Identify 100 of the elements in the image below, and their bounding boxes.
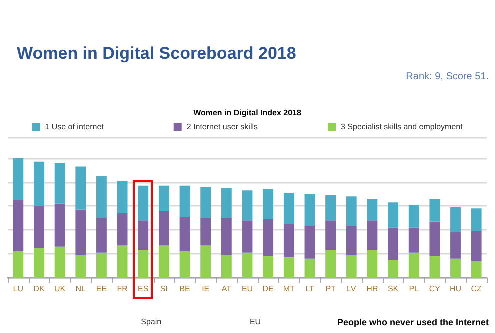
bar xyxy=(138,250,149,278)
bar xyxy=(96,252,107,278)
bar xyxy=(34,162,44,206)
bar xyxy=(180,216,190,252)
bar xyxy=(138,220,149,250)
bar xyxy=(346,226,357,256)
bar xyxy=(367,199,378,221)
x-tick-label: SK xyxy=(388,284,400,294)
bar xyxy=(430,199,440,222)
bar xyxy=(388,228,398,260)
bar xyxy=(367,220,378,250)
bar xyxy=(13,158,24,200)
x-tick-label: SI xyxy=(160,284,168,294)
bar xyxy=(284,224,294,258)
x-tick-label: EU xyxy=(242,284,254,294)
x-tick-label: IE xyxy=(202,284,210,294)
x-tick-label: CY xyxy=(429,284,442,294)
bar xyxy=(13,200,24,252)
bar xyxy=(117,181,128,214)
legend-label: 1 Use of internet xyxy=(45,122,105,132)
bar xyxy=(54,163,66,204)
x-tick-label: AT xyxy=(222,284,232,294)
bar xyxy=(450,207,461,233)
bar xyxy=(180,186,190,217)
bar xyxy=(346,196,357,227)
x-tick-label: PT xyxy=(326,284,336,294)
bar xyxy=(221,188,232,218)
bar xyxy=(54,246,66,278)
bar xyxy=(158,246,170,278)
bar xyxy=(221,255,232,278)
bar xyxy=(284,193,294,224)
x-tick-label: PL xyxy=(409,284,420,294)
bar xyxy=(13,252,24,278)
x-tick-label: ES xyxy=(138,284,149,294)
bar xyxy=(326,220,336,250)
x-tick-label: LT xyxy=(306,284,314,294)
bar xyxy=(326,250,336,278)
x-tick-label: HR xyxy=(366,284,378,294)
x-tick-label: BE xyxy=(180,284,190,294)
bar xyxy=(471,208,482,232)
bar xyxy=(263,219,274,256)
bar xyxy=(304,258,316,278)
text: People who never used the Internet xyxy=(337,318,490,328)
bar xyxy=(34,248,44,278)
bar xyxy=(263,256,274,278)
bar xyxy=(117,246,128,278)
x-tick-label: LU xyxy=(13,284,24,294)
bar xyxy=(200,187,212,218)
x-tick-label: EE xyxy=(96,284,108,294)
bar xyxy=(471,231,482,262)
x-tick-label: CZ xyxy=(471,284,482,294)
bar xyxy=(263,189,274,220)
text: Spain xyxy=(141,318,162,326)
x-tick-label: DK xyxy=(34,284,46,294)
bar xyxy=(76,255,86,278)
bar xyxy=(430,256,440,278)
bar xyxy=(388,202,398,228)
x-tick-label: HU xyxy=(450,284,462,294)
bar xyxy=(117,213,128,246)
x-tick-label: LV xyxy=(347,284,357,294)
bar xyxy=(54,204,66,247)
bar xyxy=(96,218,107,253)
x-tick-label: DE xyxy=(262,284,274,294)
bar xyxy=(408,252,420,278)
bar xyxy=(200,218,212,246)
bar xyxy=(408,205,420,228)
bar xyxy=(138,186,149,221)
x-tick-label: FR xyxy=(117,284,128,294)
bar xyxy=(471,261,482,278)
bar xyxy=(221,218,232,256)
bar xyxy=(200,246,212,278)
bar xyxy=(430,222,440,256)
bar xyxy=(180,252,190,278)
bar xyxy=(158,210,170,246)
bar xyxy=(34,206,44,248)
x-tick-label: UK xyxy=(54,284,66,294)
bar xyxy=(242,190,253,221)
bar xyxy=(304,194,316,227)
bar xyxy=(284,258,294,278)
text: EU xyxy=(250,318,262,326)
bar xyxy=(242,252,253,278)
x-tick-label: NL xyxy=(76,284,87,294)
bar xyxy=(388,260,398,278)
bar xyxy=(450,232,461,259)
chart-title: Women in Digital Scoreboard 2018 xyxy=(17,44,296,63)
x-tick-label: MT xyxy=(283,284,296,294)
bar xyxy=(450,258,461,278)
text: Rank: 9, Score 51. xyxy=(406,72,490,82)
bar xyxy=(367,250,378,278)
bar xyxy=(158,186,170,211)
bar xyxy=(346,255,357,278)
chart-subtitle: Women in Digital Index 2018 xyxy=(194,108,302,118)
legend-label: 3 Specialist skills and employment xyxy=(341,122,464,132)
bar xyxy=(408,228,420,253)
bar xyxy=(242,220,253,253)
bar xyxy=(76,166,86,210)
bar xyxy=(326,195,336,221)
bar xyxy=(304,226,316,259)
legend-label: 2 Internet user skills xyxy=(186,122,258,132)
bar xyxy=(76,210,86,256)
